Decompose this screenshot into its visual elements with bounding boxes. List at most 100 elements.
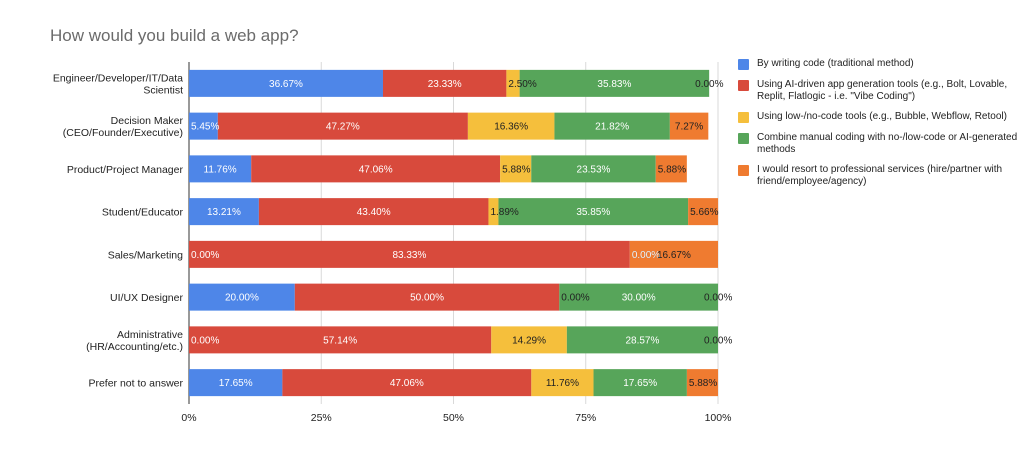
- data-label: 11.76%: [546, 378, 579, 389]
- bar-segment: [258, 198, 489, 226]
- legend-swatch: [738, 59, 749, 70]
- category-label: Student/Educator: [102, 207, 184, 219]
- bar-segment: [688, 198, 719, 226]
- legend-swatch: [738, 165, 749, 176]
- data-label: 5.88%: [502, 164, 530, 175]
- legend-label: I would resort to professional services …: [757, 164, 1003, 187]
- data-label: 83.33%: [392, 250, 426, 261]
- data-label: 2.50%: [508, 79, 536, 90]
- data-label: 57.14%: [323, 335, 357, 346]
- bar-segment: [686, 369, 718, 397]
- data-label: 17.65%: [219, 378, 253, 389]
- category-label: Prefer not to answer: [88, 378, 183, 390]
- x-tick-label: 25%: [311, 412, 332, 424]
- bars: [189, 69, 719, 397]
- data-label: 5.88%: [689, 378, 717, 389]
- bar-segment: [189, 198, 259, 226]
- data-label: 5.66%: [690, 207, 718, 218]
- data-label: 0.00%: [695, 79, 723, 90]
- bar-segment: [217, 112, 468, 140]
- bar-segment: [189, 326, 492, 354]
- bar-segment: [500, 155, 532, 183]
- bar-segment: [491, 326, 567, 354]
- category-label: Administrative (HR/Accounting/etc.): [86, 329, 183, 353]
- data-label: 16.36%: [494, 122, 528, 133]
- legend-item: Combine manual coding with no-/low-code …: [738, 132, 1023, 155]
- x-tick-label: 75%: [575, 412, 596, 424]
- category-label: Sales/Marketing: [108, 249, 183, 261]
- bar-segment: [593, 369, 687, 397]
- bar-segment: [189, 69, 383, 97]
- data-labels: 36.67% 23.33% 2.50% 35.83% 0.00% 5.45% 47.27% 1…: [191, 79, 732, 389]
- data-label: 20.00%: [225, 293, 259, 304]
- data-label: 50.00%: [410, 293, 444, 304]
- legend-swatch: [738, 112, 749, 123]
- data-label: 23.53%: [577, 164, 611, 175]
- data-label: 0.00%: [632, 250, 660, 261]
- data-label: 36.67%: [269, 79, 303, 90]
- bar-segment: [382, 69, 507, 97]
- legend: By writing code (traditional method) Usin…: [738, 58, 1023, 196]
- data-label: 11.76%: [204, 164, 237, 175]
- x-tick-label: 100%: [705, 412, 732, 424]
- data-label: 0.00%: [191, 250, 219, 261]
- data-label: 5.88%: [658, 164, 686, 175]
- bar-segment: [251, 155, 501, 183]
- bar-segment: [189, 283, 295, 311]
- data-label: 5.45%: [191, 122, 219, 133]
- data-label: 47.06%: [359, 164, 393, 175]
- category-label: Decision Maker (CEO/Founder/Executive): [63, 115, 184, 139]
- bar-segment: [488, 198, 499, 226]
- bar-segment: [669, 112, 709, 140]
- legend-item: Using AI-driven app generation tools (e.…: [738, 79, 1023, 102]
- data-label: 21.82%: [595, 122, 629, 133]
- bar-segment: [294, 283, 560, 311]
- legend-item: I would resort to professional services …: [738, 164, 1023, 187]
- legend-swatch: [738, 133, 749, 144]
- data-label: 0.00%: [561, 293, 589, 304]
- bar-segment: [531, 369, 594, 397]
- data-label: 17.65%: [623, 378, 657, 389]
- bar-segment: [189, 240, 630, 268]
- bar-segment: [282, 369, 532, 397]
- data-label: 35.83%: [597, 79, 631, 90]
- x-tick-label: 0%: [181, 412, 196, 424]
- bar-segment: [554, 112, 670, 140]
- legend-label: Using low-/no-code tools (e.g., Bubble, …: [757, 111, 1007, 122]
- data-label: 0.00%: [704, 335, 732, 346]
- data-label: 13.21%: [207, 207, 241, 218]
- bar-segment: [629, 240, 718, 268]
- legend-label: Using AI-driven app generation tools (e.…: [757, 79, 1008, 102]
- category-label: UI/UX Designer: [110, 292, 183, 304]
- data-label: 47.27%: [326, 122, 360, 133]
- bar-segment: [498, 198, 689, 226]
- bar-segment: [531, 155, 656, 183]
- x-axis-ticks: 0% 25% 50% 75% 100%: [181, 412, 731, 424]
- bar-segment: [189, 112, 218, 140]
- data-label: 35.85%: [576, 207, 610, 218]
- data-label: 16.67%: [657, 250, 691, 261]
- data-label: 28.57%: [625, 335, 659, 346]
- bar-segment: [566, 326, 718, 354]
- bar-segment: [189, 155, 252, 183]
- data-label: 47.06%: [390, 378, 424, 389]
- category-label: Engineer/Developer/IT/Data Scientist: [53, 72, 183, 96]
- legend-swatch: [738, 80, 749, 91]
- data-label: 0.00%: [191, 335, 219, 346]
- x-tick-label: 50%: [443, 412, 464, 424]
- legend-label: By writing code (traditional method): [757, 58, 914, 69]
- bar-segment: [467, 112, 555, 140]
- bar-segment: [559, 283, 718, 311]
- data-label: 0.00%: [704, 293, 732, 304]
- data-label: 43.40%: [357, 207, 391, 218]
- data-label: 0.00%: [632, 250, 660, 261]
- bar-segment: [519, 69, 710, 97]
- bar-segment: [189, 369, 283, 397]
- data-label: 23.33%: [428, 79, 462, 90]
- bar-segment: [506, 69, 520, 97]
- legend-item: By writing code (traditional method): [738, 58, 1023, 70]
- legend-label: Combine manual coding with no-/low-code …: [757, 132, 1018, 155]
- legend-item: Using low-/no-code tools (e.g., Bubble, …: [738, 111, 1023, 123]
- chart-title: How would you build a web app?: [50, 26, 299, 45]
